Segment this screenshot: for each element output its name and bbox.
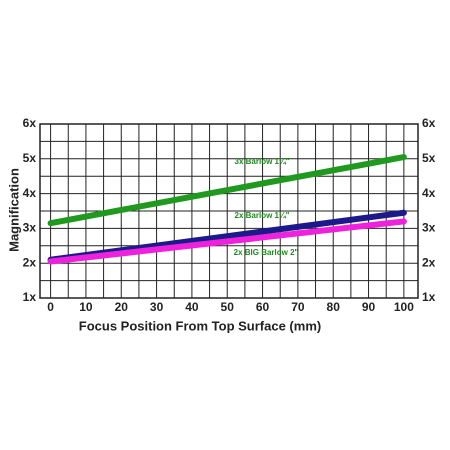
series-label: 3x Barlow 1¼" <box>235 157 290 166</box>
y-tick-label-right: 3x <box>422 221 436 235</box>
y-tick-label-right: 4x <box>422 186 436 200</box>
x-tick-label: 90 <box>362 300 376 314</box>
y-tick-label: 1x <box>23 290 37 304</box>
x-axis-title: Focus Position From Top Surface (mm) <box>79 318 321 333</box>
x-tick-label: 10 <box>79 300 93 314</box>
x-tick-label: 20 <box>115 300 129 314</box>
y-axis-title: Magnification <box>6 168 21 252</box>
x-tick-label: 100 <box>394 300 414 314</box>
y-tick-label: 5x <box>23 151 37 165</box>
y-tick-label: 6x <box>23 116 37 130</box>
series-line <box>47 218 407 265</box>
x-tick-label: 30 <box>150 300 164 314</box>
y-tick-label-right: 2x <box>422 255 436 269</box>
series-label: 2x BIG Barlow 2" <box>234 248 299 257</box>
y-tick-label: 2x <box>23 255 37 269</box>
x-tick-label: 40 <box>185 300 199 314</box>
x-tick-label: 0 <box>47 300 54 314</box>
x-tick-label: 50 <box>221 300 235 314</box>
y-tick-label: 3x <box>23 221 37 235</box>
series-line <box>47 154 407 227</box>
series-label: 2x Barlow 1¼" <box>235 211 290 220</box>
y-tick-label-right: 1x <box>422 290 436 304</box>
y-tick-label-right: 6x <box>422 116 436 130</box>
x-tick-label: 70 <box>291 300 305 314</box>
x-tick-label: 60 <box>256 300 270 314</box>
x-tick-label: 80 <box>327 300 341 314</box>
y-tick-label: 4x <box>23 186 37 200</box>
y-tick-label-right: 5x <box>422 151 436 165</box>
